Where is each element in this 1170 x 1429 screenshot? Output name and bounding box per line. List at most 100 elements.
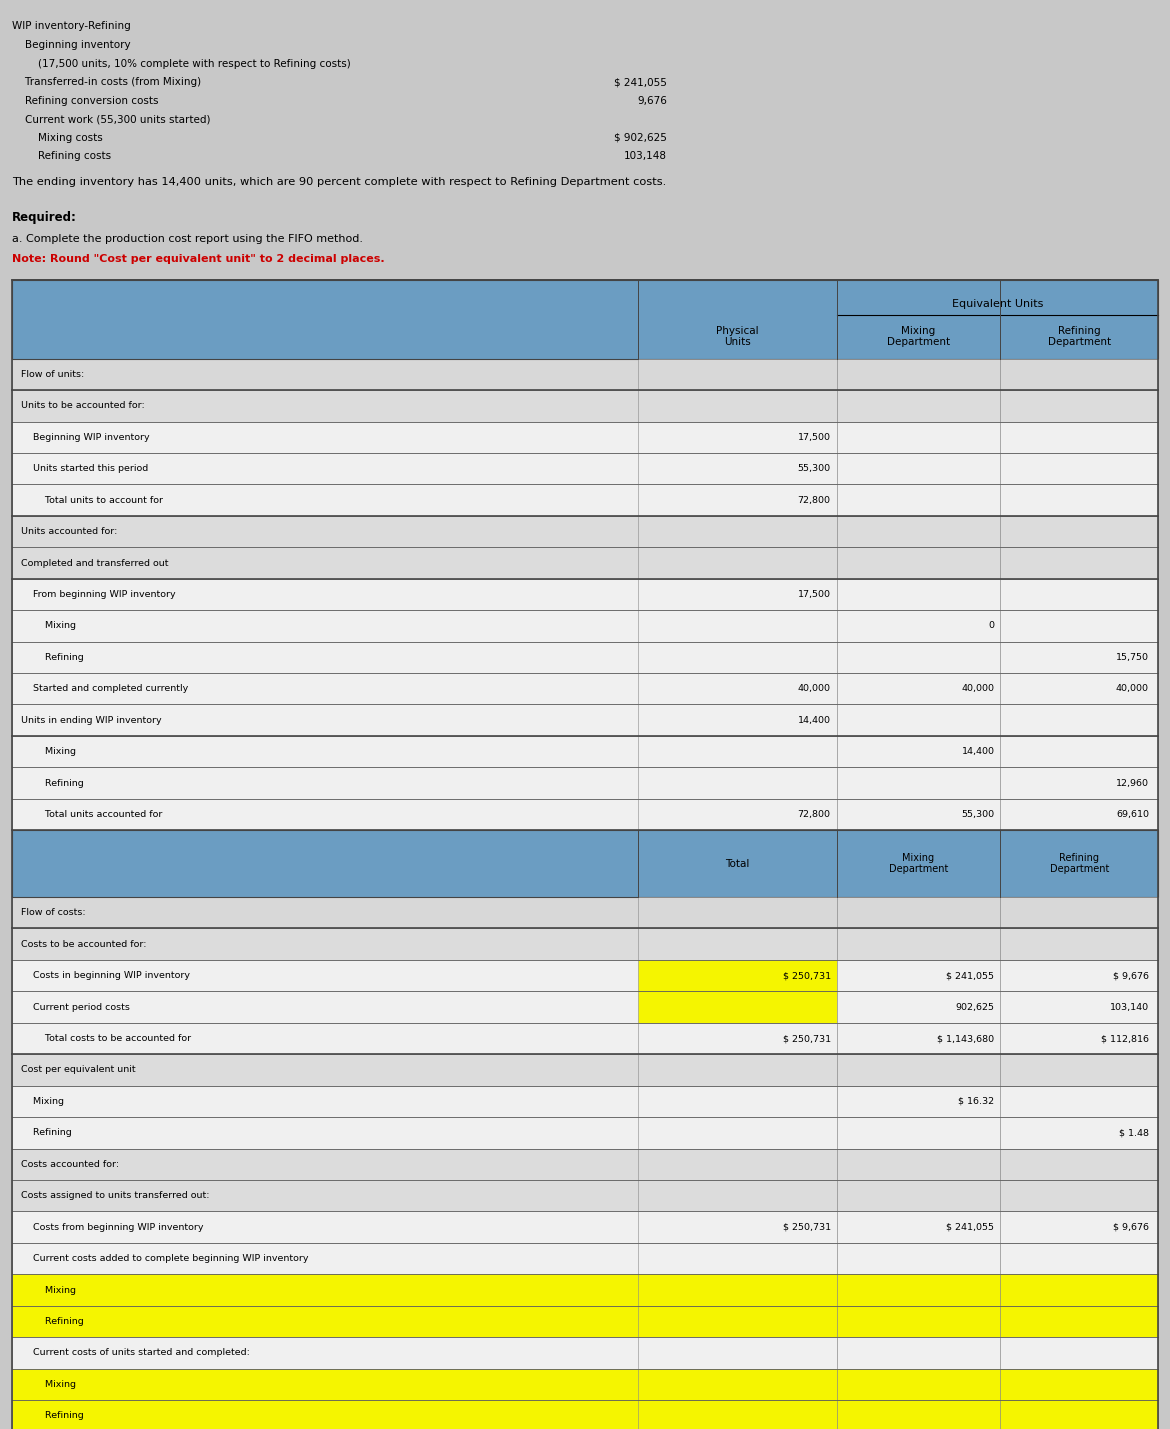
Bar (638, 642, 837, 673)
Bar (837, 1086, 1000, 1117)
Bar (12, 610, 1158, 642)
Bar (638, 767, 837, 799)
Bar (1000, 1117, 1158, 1149)
Bar (837, 1180, 1000, 1212)
Bar (638, 1400, 837, 1429)
Bar (638, 579, 837, 610)
Bar (1000, 673, 1158, 704)
Bar (1000, 929, 1158, 960)
Text: Started and completed currently: Started and completed currently (21, 684, 188, 693)
Bar (1000, 1275, 1158, 1306)
Bar (12, 453, 1158, 484)
Bar (837, 897, 1000, 929)
Text: 12,960: 12,960 (1116, 779, 1149, 787)
Bar (12, 1180, 1158, 1212)
Text: Mixing: Mixing (21, 1286, 76, 1295)
Bar (12, 1149, 1158, 1180)
Bar (638, 610, 837, 642)
Text: Mixing: Mixing (21, 1097, 64, 1106)
Bar (837, 484, 1000, 516)
Bar (1000, 422, 1158, 453)
Bar (1000, 516, 1158, 547)
Bar (1000, 1212, 1158, 1243)
Bar (837, 1023, 1000, 1055)
Bar (12, 422, 1158, 453)
Bar (1000, 1306, 1158, 1338)
Bar (638, 992, 837, 1023)
Bar (1000, 359, 1158, 390)
Bar (12, 736, 1158, 767)
Bar (638, 929, 837, 960)
Text: $ 9,676: $ 9,676 (1113, 972, 1149, 980)
Bar (1000, 704, 1158, 736)
Text: Mixing costs: Mixing costs (12, 133, 103, 143)
Text: $ 250,731: $ 250,731 (783, 1223, 831, 1232)
Text: 103,148: 103,148 (624, 151, 667, 161)
Bar (1000, 547, 1158, 579)
Bar (12, 929, 1158, 960)
Text: 902,625: 902,625 (956, 1003, 994, 1012)
Bar (638, 390, 837, 422)
Bar (1000, 799, 1158, 830)
Text: Mixing: Mixing (21, 1380, 76, 1389)
Text: Current costs of units started and completed:: Current costs of units started and compl… (21, 1349, 250, 1358)
Text: 55,300: 55,300 (962, 810, 994, 819)
Bar (12, 1243, 1158, 1275)
Bar (638, 897, 837, 929)
Bar (638, 1369, 837, 1400)
Text: WIP inventory-Refining: WIP inventory-Refining (12, 21, 130, 31)
Bar (1000, 484, 1158, 516)
Bar (638, 453, 837, 484)
Bar (638, 1149, 837, 1180)
Text: Beginning WIP inventory: Beginning WIP inventory (21, 433, 150, 442)
Bar (638, 1275, 837, 1306)
Text: $ 1.48: $ 1.48 (1119, 1129, 1149, 1137)
Text: Refining costs: Refining costs (12, 151, 111, 161)
Text: Note: Round "Cost per equivalent unit" to 2 decimal places.: Note: Round "Cost per equivalent unit" t… (12, 254, 384, 264)
Bar (638, 1086, 837, 1117)
Bar (12, 767, 1158, 799)
Text: (17,500 units, 10% complete with respect to Refining costs): (17,500 units, 10% complete with respect… (12, 59, 351, 69)
Bar (12, 1086, 1158, 1117)
Bar (1000, 767, 1158, 799)
Text: Costs from beginning WIP inventory: Costs from beginning WIP inventory (21, 1223, 204, 1232)
Text: Total: Total (725, 859, 749, 869)
Bar (837, 453, 1000, 484)
Bar (837, 736, 1000, 767)
Text: 103,140: 103,140 (1110, 1003, 1149, 1012)
Bar (638, 1306, 837, 1338)
Bar (12, 1338, 1158, 1369)
Bar (1000, 736, 1158, 767)
Bar (638, 799, 837, 830)
Text: 69,610: 69,610 (1116, 810, 1149, 819)
Bar (837, 1369, 1000, 1400)
Bar (638, 673, 837, 704)
Bar (1000, 453, 1158, 484)
Bar (837, 1243, 1000, 1275)
Bar (837, 390, 1000, 422)
Bar (837, 1117, 1000, 1149)
Text: Current costs added to complete beginning WIP inventory: Current costs added to complete beginnin… (21, 1255, 309, 1263)
Bar (12, 642, 1158, 673)
Text: Cost per equivalent unit: Cost per equivalent unit (21, 1066, 136, 1075)
Text: 14,400: 14,400 (798, 716, 831, 725)
Text: $ 241,055: $ 241,055 (947, 972, 994, 980)
Text: 72,800: 72,800 (798, 810, 831, 819)
Bar (1000, 1243, 1158, 1275)
Bar (837, 547, 1000, 579)
Bar (1000, 1400, 1158, 1429)
Text: Costs assigned to units transferred out:: Costs assigned to units transferred out: (21, 1192, 209, 1200)
Text: Total units to account for: Total units to account for (21, 496, 163, 504)
Bar (1000, 610, 1158, 642)
Bar (837, 579, 1000, 610)
Text: 0: 0 (989, 622, 994, 630)
Bar (638, 359, 837, 390)
Bar (638, 1212, 837, 1243)
Bar (837, 673, 1000, 704)
Text: Equivalent Units: Equivalent Units (951, 300, 1044, 309)
Text: Costs accounted for:: Costs accounted for: (21, 1160, 119, 1169)
Bar (837, 1400, 1000, 1429)
Bar (12, 547, 1158, 579)
Bar (12, 484, 1158, 516)
Bar (837, 516, 1000, 547)
